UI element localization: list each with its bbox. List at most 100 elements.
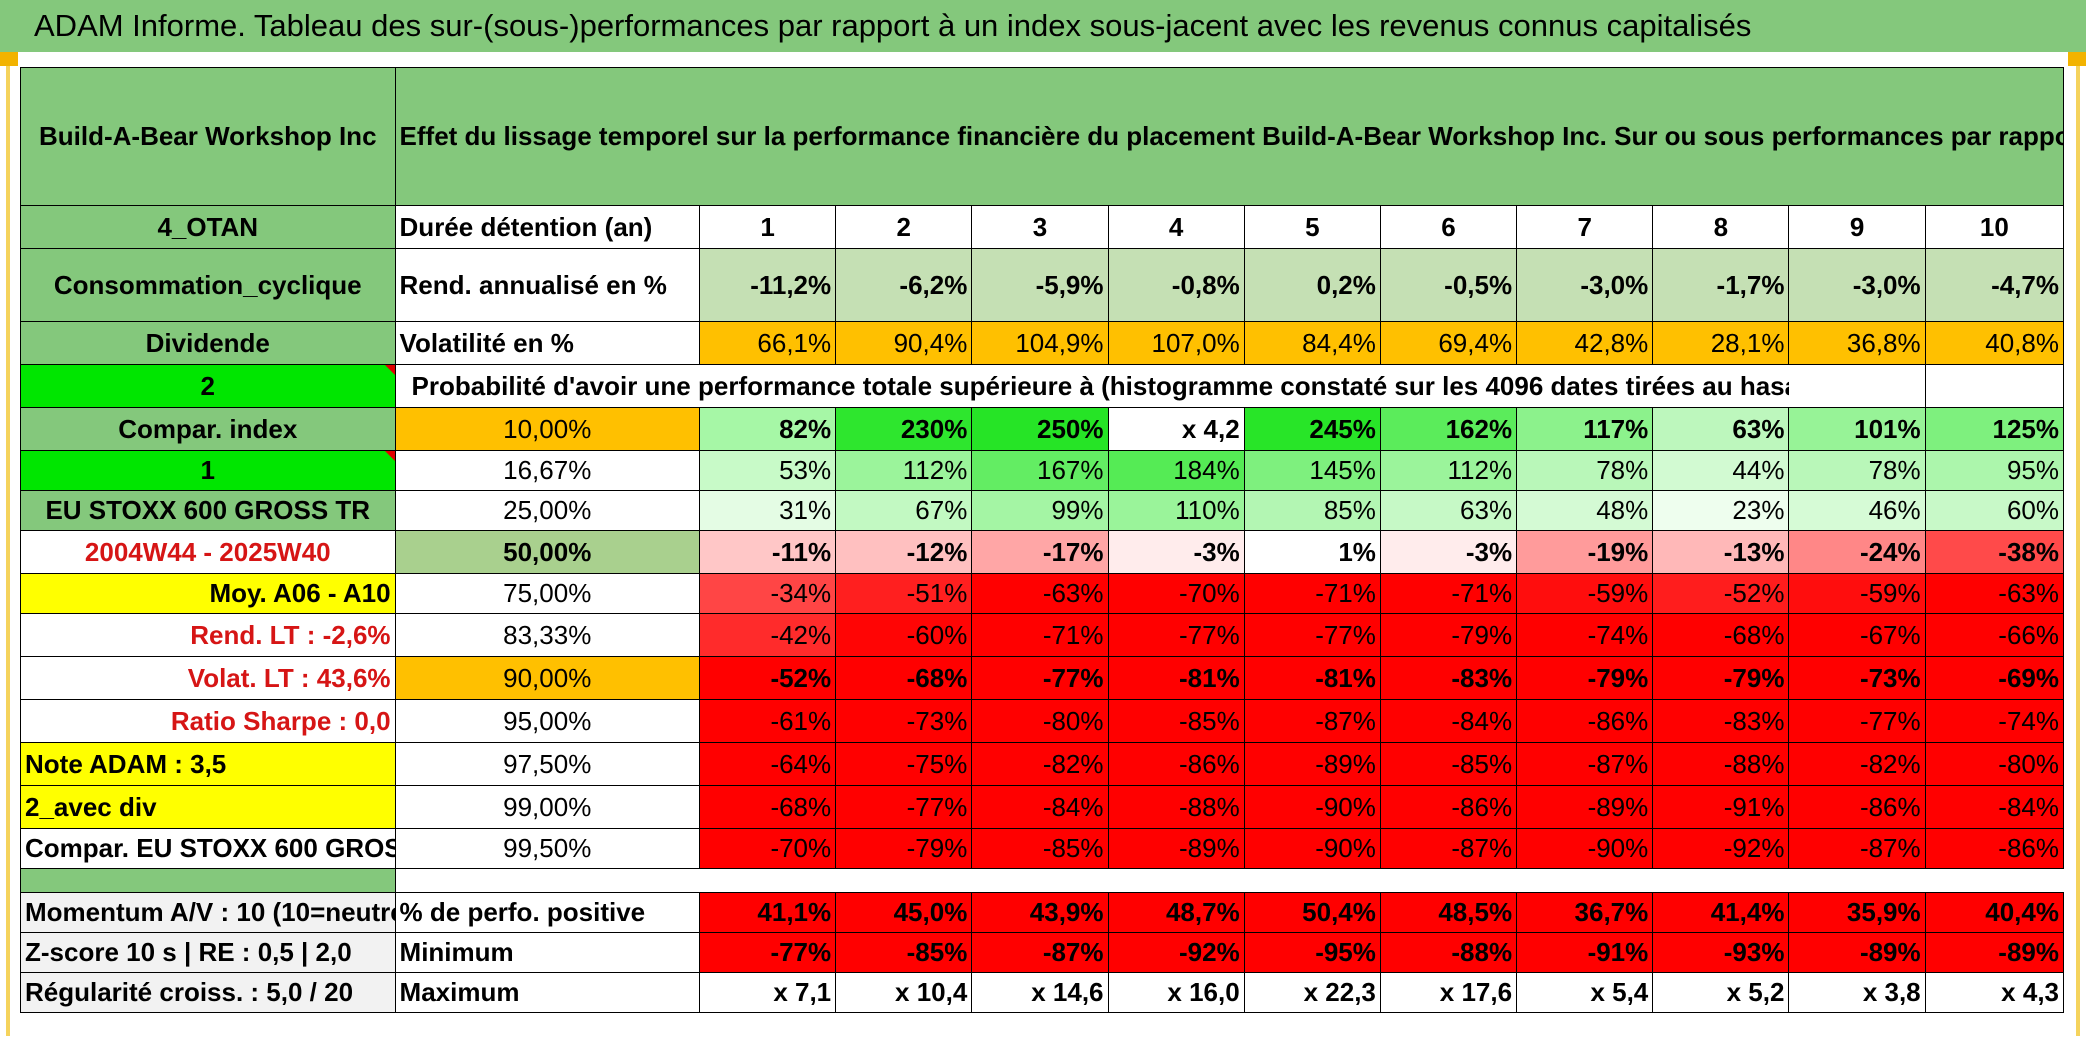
zscore-label: Z-score 10 s | RE : 0,5 | 2,0: [20, 932, 396, 973]
year-header-cell: 7: [1516, 205, 1654, 249]
percentile-cell: 53%: [698, 450, 837, 491]
performance-table: Build-A-Bear Workshop Inc Effet du lissa…: [20, 67, 2065, 1013]
percentile-cell: -11%: [698, 530, 837, 574]
percentile-cell: 99%: [971, 490, 1109, 531]
minimum-cell: -88%: [1379, 932, 1518, 973]
percentile-cell: x 4,2: [1107, 407, 1245, 451]
return-cell: -3,0%: [1516, 248, 1654, 322]
percentile-cell: -24%: [1788, 530, 1926, 574]
code-label: 4_OTAN: [20, 205, 396, 249]
positive-cell: 40,4%: [1924, 892, 2065, 933]
percentile-label: 25,00%: [394, 490, 700, 531]
volatility-cell: 84,4%: [1243, 321, 1381, 365]
percentile-cell: -52%: [698, 656, 837, 700]
maximum-cell: x 10,4: [835, 972, 973, 1013]
percentile-cell: -88%: [1652, 742, 1790, 786]
percentile-cell: -61%: [698, 699, 837, 743]
percentile-cell: -3%: [1107, 530, 1245, 574]
rend-lt-label: Rend. LT : -2,6%: [20, 613, 396, 657]
percentile-cell: -64%: [698, 742, 837, 786]
minimum-cell: -85%: [835, 932, 973, 973]
year-header-cell: 9: [1788, 205, 1926, 249]
percentile-cell: 31%: [698, 490, 837, 531]
positive-cell: 48,7%: [1107, 892, 1245, 933]
company-name: Build-A-Bear Workshop Inc: [20, 67, 396, 206]
percentile-cell: -85%: [1107, 699, 1245, 743]
percentile-cell: 245%: [1243, 407, 1381, 451]
percentile-label: 10,00%: [394, 407, 700, 451]
percentile-cell: -79%: [1379, 613, 1518, 657]
maximum-cell: x 14,6: [971, 972, 1109, 1013]
percentile-label: 90,00%: [394, 656, 700, 700]
positive-cell: 43,9%: [971, 892, 1109, 933]
percentile-cell: -82%: [971, 742, 1109, 786]
corner-marker-left: [0, 52, 18, 66]
percentile-cell: 60%: [1924, 490, 2065, 531]
percentile-cell: -88%: [1107, 785, 1245, 829]
year-header-cell: 5: [1243, 205, 1381, 249]
percentile-cell: -66%: [1924, 613, 2065, 657]
report-title: ADAM Informe. Tableau des sur-(sous-)per…: [0, 0, 2086, 52]
sector-label: Consommation_cyclique: [20, 248, 396, 322]
percentile-cell: 46%: [1788, 490, 1926, 531]
year-header-cell: 6: [1379, 205, 1518, 249]
percentile-cell: -92%: [1652, 828, 1790, 869]
percentile-cell: 250%: [971, 407, 1109, 451]
maximum-cell: x 22,3: [1243, 972, 1381, 1013]
percentile-cell: -91%: [1652, 785, 1790, 829]
percentile-cell: -17%: [971, 530, 1109, 574]
minimum-cell: -77%: [698, 932, 837, 973]
percentile-cell: -79%: [1516, 656, 1654, 700]
volatility-cell: 104,9%: [971, 321, 1109, 365]
percentile-cell: -84%: [1924, 785, 2065, 829]
percentile-label: 16,67%: [394, 450, 700, 491]
percentile-cell: 85%: [1243, 490, 1381, 531]
percentile-cell: 78%: [1788, 450, 1926, 491]
percentile-cell: -86%: [1924, 828, 2065, 869]
return-cell: -0,5%: [1379, 248, 1518, 322]
percentile-cell: -3%: [1379, 530, 1518, 574]
maximum-cell: x 5,2: [1652, 972, 1790, 1013]
minimum-cell: -89%: [1924, 932, 2065, 973]
percentile-cell: -85%: [1379, 742, 1518, 786]
note-label: Note ADAM : 3,5: [20, 742, 396, 786]
percentile-cell: -87%: [1516, 742, 1654, 786]
positive-label: % de perfo. positive: [394, 892, 700, 933]
compar-index-label: Compar. index: [20, 407, 396, 451]
return-cell: 0,2%: [1243, 248, 1381, 322]
percentile-cell: -86%: [1788, 785, 1926, 829]
percentile-cell: -59%: [1788, 573, 1926, 614]
percentile-cell: -86%: [1516, 699, 1654, 743]
year-header-cell: 1: [698, 205, 837, 249]
positive-cell: 41,1%: [698, 892, 837, 933]
percentile-cell: -83%: [1379, 656, 1518, 700]
moy-label: Moy. A06 - A10: [20, 573, 396, 614]
percentile-cell: -71%: [971, 613, 1109, 657]
percentile-cell: -19%: [1516, 530, 1654, 574]
regularite-label: Régularité croiss. : 5,0 / 20: [20, 972, 396, 1013]
percentile-cell: -86%: [1379, 785, 1518, 829]
percentile-cell: -77%: [971, 656, 1109, 700]
percentile-cell: -74%: [1516, 613, 1654, 657]
return-cell: -1,7%: [1652, 248, 1790, 322]
return-cell: -3,0%: [1788, 248, 1926, 322]
probability-label: Probabilité d'avoir une performance tota…: [394, 364, 1789, 408]
volatility-cell: 28,1%: [1652, 321, 1790, 365]
percentile-cell: -87%: [1243, 699, 1381, 743]
percentile-cell: -90%: [1243, 828, 1381, 869]
percentile-cell: -68%: [835, 656, 973, 700]
percentile-cell: 125%: [1924, 407, 2065, 451]
percentile-cell: 67%: [835, 490, 973, 531]
percentile-cell: 110%: [1107, 490, 1245, 531]
percentile-cell: -60%: [835, 613, 973, 657]
year-header-cell: 8: [1652, 205, 1790, 249]
percentile-cell: -13%: [1652, 530, 1790, 574]
minimum-cell: -92%: [1107, 932, 1245, 973]
volatility-cell: 107,0%: [1107, 321, 1245, 365]
percentile-cell: -87%: [1379, 828, 1518, 869]
percentile-cell: 230%: [835, 407, 973, 451]
duration-label: Durée détention (an): [394, 205, 700, 249]
percentile-cell: -87%: [1788, 828, 1926, 869]
minimum-cell: -89%: [1788, 932, 1926, 973]
percentile-cell: -74%: [1924, 699, 2065, 743]
